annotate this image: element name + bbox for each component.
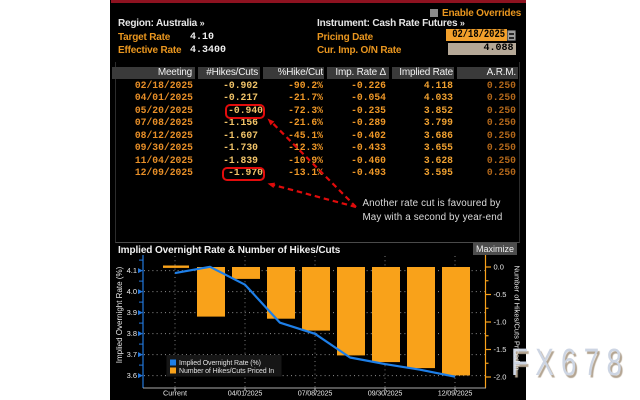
svg-text:Current: Current xyxy=(163,389,187,398)
svg-text:-1.0: -1.0 xyxy=(494,318,507,327)
svg-text:Number of Hikes/Cuts Priced In: Number of Hikes/Cuts Priced In xyxy=(513,265,522,370)
svg-text:-0.5: -0.5 xyxy=(494,290,507,299)
svg-text:3.6: 3.6 xyxy=(127,371,137,380)
svg-text:4.1: 4.1 xyxy=(127,266,137,275)
svg-text:Number of Hikes/Cuts Priced In: Number of Hikes/Cuts Priced In xyxy=(179,368,274,375)
svg-text:04/01/2025: 04/01/2025 xyxy=(228,389,263,398)
svg-text:Implied Overnight Rate (%): Implied Overnight Rate (%) xyxy=(115,266,124,363)
svg-text:-1.5: -1.5 xyxy=(494,345,507,354)
svg-text:07/08/2025: 07/08/2025 xyxy=(298,389,333,398)
svg-text:3.9: 3.9 xyxy=(127,308,137,317)
svg-text:-2.0: -2.0 xyxy=(494,373,507,382)
svg-text:09/30/2025: 09/30/2025 xyxy=(368,389,403,398)
svg-text:0.0: 0.0 xyxy=(494,263,504,272)
svg-text:Implied Overnight Rate (%): Implied Overnight Rate (%) xyxy=(179,360,261,367)
svg-text:3.7: 3.7 xyxy=(127,350,137,359)
svg-text:4.0: 4.0 xyxy=(127,287,137,296)
svg-text:12/09/2025: 12/09/2025 xyxy=(438,389,473,398)
svg-text:3.8: 3.8 xyxy=(127,329,137,338)
